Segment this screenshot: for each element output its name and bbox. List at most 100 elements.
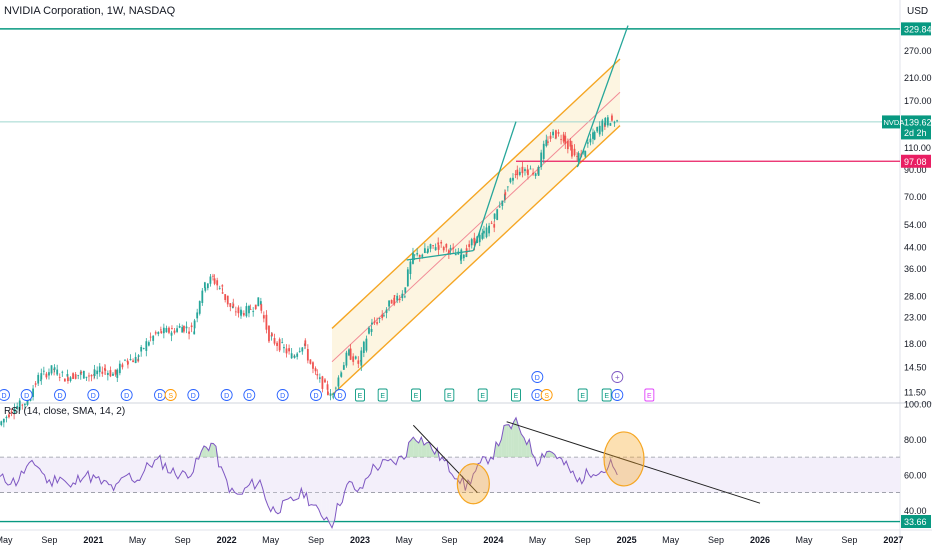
event-marker-label: D (535, 375, 540, 382)
time-tick-label: May (262, 535, 280, 545)
candle-body (127, 361, 129, 365)
support-axis-label-bg (901, 154, 931, 168)
earnings-marker: E (377, 388, 388, 402)
candle-body (232, 303, 235, 307)
candle-body (116, 369, 119, 378)
candle-body (118, 363, 121, 374)
candle-body (468, 244, 471, 247)
candle-body (342, 365, 345, 370)
candle-body (606, 117, 609, 126)
candle-body (240, 310, 243, 315)
price-tick-label: 14.50 (904, 363, 927, 373)
candle-body (373, 321, 376, 323)
candle-body (569, 140, 572, 147)
candle-body (429, 244, 432, 249)
candle-body (8, 414, 10, 418)
rsi-overbought-fill (552, 452, 555, 458)
candle-body (465, 253, 468, 257)
earnings-marker: E (355, 388, 365, 402)
candle-body (586, 142, 589, 144)
candle-body (231, 306, 234, 309)
candle-body (321, 376, 324, 389)
candle-body (437, 242, 440, 245)
candle-body (193, 331, 196, 335)
earnings-marker: E (411, 388, 421, 402)
candle-body (584, 151, 587, 157)
candle-body (37, 374, 40, 384)
candle-body (534, 173, 537, 176)
rsi-overbought-fill (511, 422, 514, 458)
candle-body (418, 254, 421, 257)
event-marker-label: D (247, 393, 252, 400)
earnings-marker: E (511, 388, 521, 402)
candle-body (354, 356, 357, 359)
candle-body (16, 406, 19, 409)
time-tick-label: Sep (841, 535, 857, 545)
candle-body (249, 308, 252, 310)
candle-body (304, 340, 307, 346)
candle-body (254, 304, 257, 310)
last-price-axis-label: 139.62 (904, 117, 932, 127)
candle-body (571, 144, 573, 157)
candle-body (604, 118, 607, 125)
candle-body (532, 172, 534, 175)
candle-body (462, 254, 465, 259)
time-tick-label: 2024 (483, 535, 503, 545)
rsi-overbought-fill (508, 424, 512, 458)
rsi-overbought-fill (504, 424, 507, 458)
candle-body (616, 120, 618, 122)
candle-body (577, 153, 580, 163)
rsi-low-fill (270, 492, 274, 512)
rsi-overbought-fill (496, 442, 499, 458)
candle-body (566, 140, 569, 150)
candle-body (134, 356, 137, 364)
rsi-low-fill (316, 492, 319, 510)
rsi-overbought-fill (204, 446, 207, 458)
candle-body (201, 290, 204, 303)
dividend-marker: D (611, 389, 624, 401)
candle-body (381, 314, 384, 319)
upcoming-earnings-marker: E (644, 388, 655, 402)
candle-body (309, 359, 312, 364)
event-marker-label: D (191, 393, 196, 400)
resistance-axis-label-bg (901, 22, 931, 36)
candle-body (170, 332, 173, 336)
candle-body (562, 134, 565, 142)
price-tick-label: 44.00 (904, 242, 927, 252)
candle-body (385, 309, 388, 314)
candle-body (58, 377, 61, 378)
candle-body (106, 372, 109, 375)
candle-body (18, 400, 21, 410)
candle-body (159, 329, 162, 331)
candle-body (101, 371, 104, 374)
price-trendline-3 (576, 25, 629, 168)
candle-body (216, 280, 219, 286)
chart-title: NVIDIA Corporation, 1W, NASDAQ (4, 5, 176, 17)
candle-body (542, 143, 545, 159)
dividend-marker: D (243, 389, 256, 401)
dividend-marker: D (120, 389, 133, 401)
candle-body (114, 369, 117, 375)
candle-body (421, 254, 424, 257)
candle-body (48, 372, 50, 376)
currency-label[interactable]: USD (907, 6, 929, 17)
candle-body (312, 362, 314, 369)
earnings-marker: E (444, 388, 455, 402)
candle-body (42, 370, 45, 372)
candle-body (592, 132, 594, 139)
candle-body (72, 373, 74, 379)
event-marker-label: E (447, 393, 452, 400)
candle-body (609, 123, 612, 126)
candle-body (209, 276, 212, 284)
split-marker: S (540, 389, 553, 401)
rsi-low-fill (265, 492, 268, 506)
price-tick-label: 54.00 (904, 220, 927, 230)
rsi-low-fill (290, 492, 294, 501)
candle-body (39, 379, 42, 381)
rsi-overbought-fill (546, 451, 550, 458)
candle-body (126, 360, 129, 363)
rsi-line (0, 416, 618, 530)
candle-body (242, 313, 245, 316)
event-marker-label: D (91, 393, 96, 400)
